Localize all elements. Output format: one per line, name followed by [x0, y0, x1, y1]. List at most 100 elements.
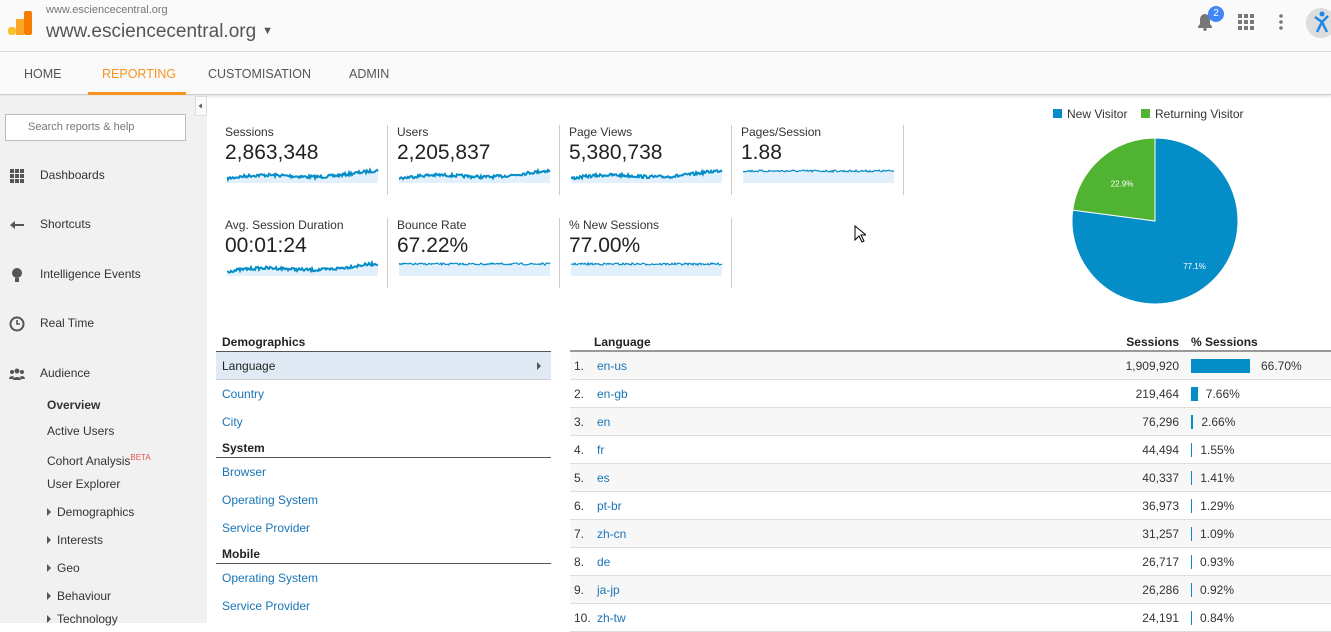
sidebar-geo[interactable]: Geo [47, 561, 80, 576]
sidebar-user-explorer[interactable]: User Explorer [47, 477, 121, 491]
collapse-sidebar-button[interactable] [195, 96, 207, 116]
metric-avg-session-duration[interactable]: Avg. Session Duration 00:01:24 [210, 218, 382, 288]
language-link[interactable]: en [597, 415, 611, 429]
sidebar-active-users[interactable]: Active Users [47, 424, 115, 438]
dimension-link[interactable]: Service Provider [216, 514, 551, 542]
metric-label: Users [397, 125, 429, 139]
metric-pages-session[interactable]: Pages/Session 1.88 [726, 125, 898, 195]
pct-value: 1.41% [1200, 471, 1235, 485]
sidebar-cohort-analysis[interactable]: Cohort AnalysisBETA [47, 450, 151, 469]
divider [731, 218, 732, 288]
metric-label: Page Views [569, 125, 633, 139]
active-tab-indicator [88, 92, 186, 95]
sidebar-item-audience[interactable]: Audience [0, 366, 200, 382]
metric-users[interactable]: Users 2,205,837 [382, 125, 554, 195]
dimension-label: Operating System [222, 493, 319, 507]
dimension-link[interactable]: Operating System [216, 564, 551, 592]
apps-icon[interactable] [1238, 14, 1254, 30]
legend-label: Returning Visitor [1155, 107, 1244, 121]
sparkline [227, 167, 379, 183]
mouse-cursor [854, 225, 866, 243]
beta-badge: BETA [130, 453, 151, 462]
language-link[interactable]: de [597, 555, 611, 569]
language-link[interactable]: pt-br [597, 499, 622, 513]
dimension-link[interactable]: Operating System [216, 486, 551, 514]
sidebar-technology[interactable]: Technology [47, 612, 118, 627]
table-row: 4. fr 44,494 1.55% [570, 436, 1331, 464]
language-link[interactable]: en-us [597, 359, 628, 373]
metric-bounce-rate[interactable]: Bounce Rate 67.22% [382, 218, 554, 288]
caret-down-icon: ▼ [262, 25, 274, 37]
row-rank: 8. [574, 555, 585, 569]
dimension-label: Service Provider [222, 521, 311, 535]
analytics-logo [8, 11, 32, 35]
legend-new-visitor: New Visitor [1053, 107, 1127, 121]
metric-value: 1.88 [741, 141, 782, 164]
lightbulb-icon [12, 268, 22, 282]
col-sessions[interactable]: Sessions [1126, 335, 1179, 349]
sidebar-interests[interactable]: Interests [47, 533, 103, 548]
tab-home[interactable]: HOME [24, 67, 62, 81]
language-link[interactable]: zh-cn [597, 527, 627, 541]
sidebar-item-shortcuts[interactable]: Shortcuts [0, 217, 200, 233]
metric-label: Avg. Session Duration [225, 218, 344, 232]
table-row: 2. en-gb 219,464 7.66% [570, 380, 1331, 408]
dimension-label: City [222, 415, 243, 429]
sparkline [399, 168, 551, 183]
dimension-label: Language [222, 359, 276, 373]
shortcut-arrow-icon [10, 221, 24, 229]
dimension-link[interactable]: Language [216, 352, 551, 380]
sidebar-item-label: Audience [40, 366, 91, 380]
divider [387, 218, 388, 288]
language-link[interactable]: fr [597, 443, 605, 457]
dimension-link[interactable]: Browser [216, 458, 551, 486]
more-vert-icon[interactable] [1279, 14, 1283, 30]
col-language[interactable]: Language [594, 335, 651, 349]
metric--new-sessions[interactable]: % New Sessions 77.00% [554, 218, 726, 288]
dimension-link[interactable]: Country [216, 380, 551, 408]
property-selector[interactable]: www.esciencecentral.org ▼ [46, 20, 273, 43]
sidebar-item-real-time[interactable]: Real Time [0, 316, 200, 332]
dimension-link[interactable]: Service Provider [216, 592, 551, 620]
dimension-link[interactable]: City [216, 408, 551, 436]
sidebar-item-intelligence-events[interactable]: Intelligence Events [0, 267, 200, 283]
avatar[interactable] [1306, 8, 1331, 38]
sparkline [399, 262, 551, 276]
row-rank: 1. [574, 359, 585, 373]
cohort-label: Cohort Analysis [47, 454, 131, 468]
grid-icon [10, 169, 24, 183]
metric-label: Pages/Session [741, 125, 822, 139]
row-rank: 6. [574, 499, 585, 513]
pie-label: 22.9% [1111, 179, 1134, 188]
pct-bar [1191, 471, 1193, 485]
label: Geo [57, 561, 80, 575]
tab-admin[interactable]: ADMIN [349, 67, 390, 81]
sidebar-behaviour[interactable]: Behaviour [47, 589, 111, 604]
col-pct-sessions[interactable]: % Sessions [1191, 335, 1258, 349]
sidebar-item-dashboards[interactable]: Dashboards [0, 168, 200, 184]
language-link[interactable]: es [597, 471, 610, 485]
dimension-label: Operating System [222, 571, 319, 585]
sessions-value: 44,494 [1142, 443, 1179, 457]
sessions-value: 31,257 [1142, 527, 1179, 541]
metric-sessions[interactable]: Sessions 2,863,348 [210, 125, 382, 195]
table-row: 5. es 40,337 1.41% [570, 464, 1331, 492]
sidebar-demographics[interactable]: Demographics [47, 505, 134, 520]
tab-reporting[interactable]: REPORTING [102, 67, 177, 81]
sidebar-overview[interactable]: Overview [47, 398, 101, 412]
tab-customisation[interactable]: CUSTOMISATION [208, 67, 312, 81]
pie-slice-returning-visitor[interactable] [1072, 137, 1156, 222]
language-link[interactable]: zh-tw [597, 611, 626, 625]
search-input[interactable]: Search reports & help [5, 114, 186, 141]
metric-page-views[interactable]: Page Views 5,380,738 [554, 125, 726, 195]
language-link[interactable]: en-gb [597, 387, 628, 401]
language-link[interactable]: ja-jp [597, 583, 620, 597]
row-rank: 7. [574, 527, 585, 541]
metric-label: % New Sessions [569, 218, 660, 232]
top-nav: HOME REPORTING CUSTOMISATION ADMIN [0, 52, 1331, 95]
expand-icon [47, 508, 51, 516]
sessions-value: 26,286 [1142, 583, 1179, 597]
row-rank: 2. [574, 387, 585, 401]
metric-label: Sessions [225, 125, 274, 139]
dimension-label: Service Provider [222, 599, 311, 613]
